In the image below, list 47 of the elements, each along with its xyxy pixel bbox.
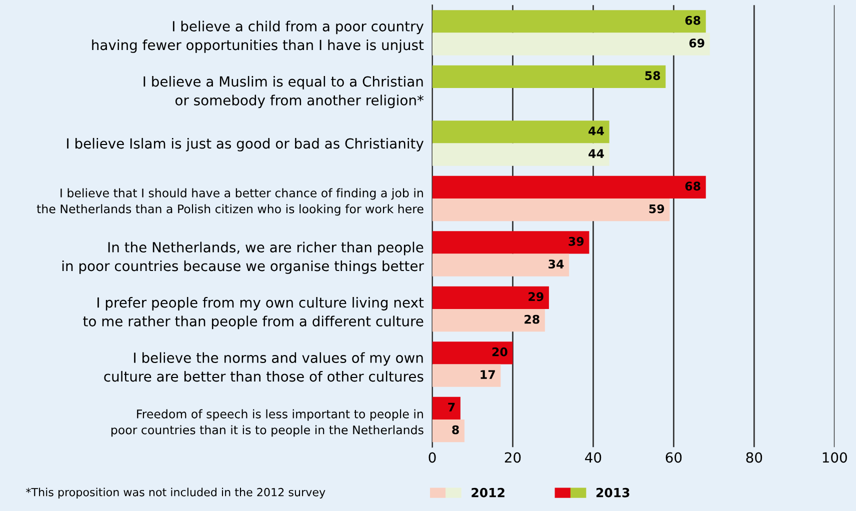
bar bbox=[432, 32, 710, 56]
data-label: 20 bbox=[492, 347, 508, 356]
y-tick-label: I prefer people from my own culture living next to me rather than people from a different culture bbox=[83, 297, 424, 330]
bar bbox=[432, 231, 590, 254]
bar bbox=[432, 198, 670, 222]
x-tick-label: 20 bbox=[504, 452, 521, 463]
x-tick-label: 60 bbox=[666, 452, 682, 463]
y-tick-label: I believe that I should have a better chance of finding a job in the Netherlands than a Polish citizen who is looking for work here bbox=[36, 188, 424, 216]
data-label: 28 bbox=[524, 314, 540, 324]
x-tick-label: 0 bbox=[428, 452, 436, 463]
bar bbox=[432, 364, 501, 387]
data-label: 59 bbox=[649, 204, 664, 214]
data-label: 34 bbox=[548, 260, 564, 268]
x-tick-label: 100 bbox=[822, 452, 847, 463]
data-label: 68 bbox=[685, 182, 700, 191]
x-tick-label: 80 bbox=[746, 452, 762, 463]
bar bbox=[432, 65, 666, 88]
bar bbox=[432, 120, 610, 144]
y-tick-label: I believe a child from a poor country having fewer opportunities than I have is unjust bbox=[92, 20, 424, 53]
data-label: 58 bbox=[645, 71, 660, 80]
data-label: 17 bbox=[480, 370, 495, 379]
bar bbox=[432, 308, 545, 332]
bar bbox=[432, 396, 460, 420]
text: *This proposition was not included in the 2012 survey bbox=[26, 488, 326, 498]
y-tick-label: I believe a Muslim is equal to a Christian or somebody from another religion* bbox=[144, 76, 424, 108]
bar bbox=[432, 143, 610, 166]
data-label: 44 bbox=[588, 149, 604, 158]
bar bbox=[432, 10, 706, 33]
y-tick-label: In the Netherlands, we are richer than people in poor countries because we organise things better bbox=[62, 242, 424, 274]
y-tick-label: I believe the norms and values of my own culture are better than those of other cultures bbox=[104, 352, 424, 382]
bar bbox=[432, 176, 706, 198]
legend-label: 2012 bbox=[472, 488, 504, 498]
bar bbox=[432, 254, 570, 276]
y-tick-label: Freedom of speech is less important to people in poor countries than it is to people in the Netherlands bbox=[111, 409, 424, 437]
bar bbox=[432, 342, 513, 364]
data-label: 8 bbox=[452, 425, 459, 434]
bar bbox=[432, 286, 549, 309]
data-label: 44 bbox=[588, 126, 604, 136]
data-label: 7 bbox=[448, 402, 455, 412]
data-label: 69 bbox=[689, 38, 704, 48]
y-tick-label: I believe Islam is just as good or bad as Christianity bbox=[67, 138, 424, 152]
data-label: 29 bbox=[528, 292, 544, 302]
bar bbox=[432, 420, 464, 442]
legend-label: 2013 bbox=[596, 488, 630, 498]
data-label: 39 bbox=[568, 236, 584, 246]
x-tick-label: 40 bbox=[585, 452, 602, 463]
data-label: 68 bbox=[685, 16, 700, 25]
